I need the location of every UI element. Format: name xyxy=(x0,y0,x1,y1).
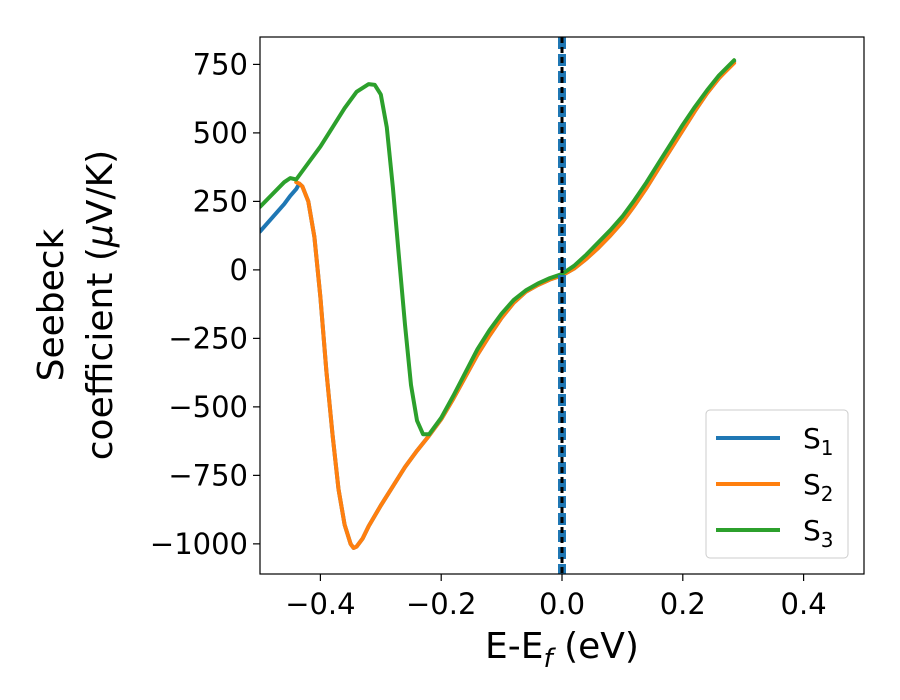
y-tick-label: −250 xyxy=(168,321,248,355)
y-tick-label: 0 xyxy=(230,253,248,287)
legend-label-s3: S3 xyxy=(803,514,834,552)
legend: S1 S2 S3 xyxy=(705,409,849,559)
y-axis-label-line2: coefficient (μV/K) xyxy=(80,150,121,460)
x-tick-label: 0.4 xyxy=(781,587,827,621)
y-tick-label: −500 xyxy=(168,390,248,424)
x-axis-label: E-Ef (eV) xyxy=(485,626,639,674)
x-tick-label: 0.2 xyxy=(660,587,706,621)
series-line-s1 xyxy=(260,59,737,550)
x-tick-label: −0.2 xyxy=(406,587,476,621)
y-axis-ticks: 750 500 250 0 −250 −500 −750 −1000 xyxy=(150,47,260,561)
y-tick-label: 500 xyxy=(193,116,248,150)
series-line-s2 xyxy=(294,61,737,550)
x-axis-ticks: −0.4 −0.2 0.0 0.2 0.4 xyxy=(285,574,827,621)
series-group xyxy=(260,58,737,550)
y-tick-label: 750 xyxy=(193,47,248,81)
y-tick-label: −1000 xyxy=(150,527,248,561)
legend-label-s2: S2 xyxy=(803,468,834,506)
series-line-s3 xyxy=(260,58,737,437)
x-tick-label: −0.4 xyxy=(285,587,355,621)
y-axis-label-mu: μ xyxy=(80,224,121,248)
x-tick-label: 0.0 xyxy=(539,587,585,621)
legend-label-s1: S1 xyxy=(803,422,834,460)
y-tick-label: 250 xyxy=(193,184,248,218)
legend-items: S1 S2 S3 xyxy=(716,422,834,552)
y-axis-label-line1: Seebeck xyxy=(31,228,72,381)
y-tick-label: −750 xyxy=(168,458,248,492)
